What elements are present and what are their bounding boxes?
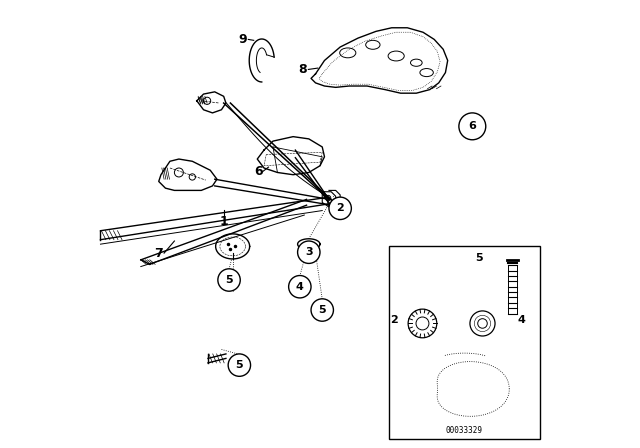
Text: 6: 6: [254, 165, 262, 178]
Circle shape: [459, 113, 486, 140]
Text: 6: 6: [468, 121, 476, 131]
Text: 5: 5: [236, 360, 243, 370]
Circle shape: [289, 276, 311, 298]
Text: 2: 2: [336, 203, 344, 213]
Text: 9: 9: [239, 33, 247, 46]
Circle shape: [228, 354, 251, 376]
Text: 5: 5: [319, 305, 326, 315]
Text: 2: 2: [390, 314, 398, 325]
Circle shape: [298, 241, 320, 263]
Text: 7: 7: [154, 246, 163, 260]
Text: 5: 5: [476, 253, 483, 263]
Text: 5: 5: [225, 275, 233, 285]
Text: 4: 4: [518, 314, 525, 325]
Circle shape: [329, 197, 351, 220]
Circle shape: [311, 299, 333, 321]
Text: 1: 1: [220, 215, 228, 228]
Text: 00033329: 00033329: [446, 426, 483, 435]
Circle shape: [218, 269, 240, 291]
Text: 8: 8: [299, 63, 307, 76]
Text: 4: 4: [296, 282, 304, 292]
Text: 3: 3: [305, 247, 312, 257]
